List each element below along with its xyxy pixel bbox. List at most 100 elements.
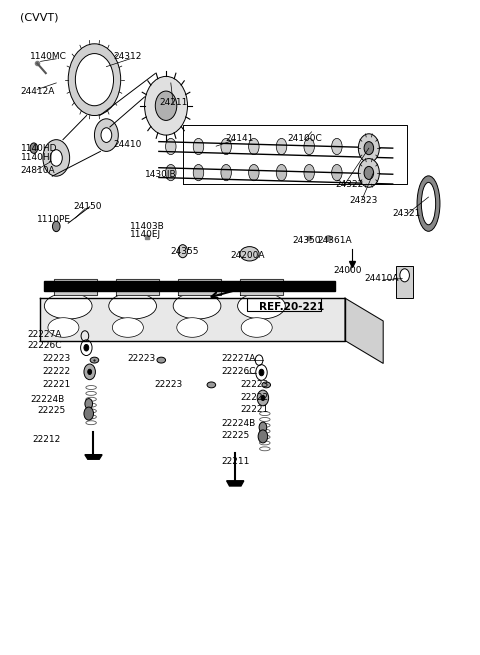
Text: 11403B: 11403B	[130, 222, 165, 231]
Ellipse shape	[166, 164, 176, 181]
Circle shape	[364, 141, 373, 155]
Text: 22223: 22223	[240, 380, 268, 389]
Text: 24810A: 24810A	[21, 166, 55, 176]
Text: 22222: 22222	[240, 393, 268, 402]
Ellipse shape	[44, 293, 92, 319]
Polygon shape	[39, 298, 345, 341]
Circle shape	[85, 399, 93, 409]
Ellipse shape	[240, 247, 259, 261]
Circle shape	[84, 407, 94, 420]
Bar	[247, 298, 321, 311]
Text: 24000: 24000	[333, 266, 361, 274]
Circle shape	[359, 159, 379, 187]
Circle shape	[43, 140, 70, 176]
Text: 1140HD: 1140HD	[21, 143, 57, 153]
Text: 1110PE: 1110PE	[37, 215, 71, 225]
Ellipse shape	[360, 138, 370, 155]
Bar	[396, 265, 413, 298]
Text: 24323: 24323	[350, 196, 378, 205]
Ellipse shape	[262, 382, 271, 388]
Circle shape	[257, 390, 269, 405]
Circle shape	[178, 245, 188, 257]
Polygon shape	[85, 455, 102, 459]
Ellipse shape	[360, 164, 370, 181]
Circle shape	[50, 150, 62, 166]
Ellipse shape	[109, 293, 156, 319]
Ellipse shape	[249, 138, 259, 155]
Text: 24321: 24321	[393, 209, 421, 218]
Ellipse shape	[112, 318, 144, 337]
Ellipse shape	[207, 382, 216, 388]
Polygon shape	[116, 278, 159, 295]
Text: 22225: 22225	[37, 406, 65, 415]
Circle shape	[400, 269, 409, 282]
Circle shape	[259, 369, 264, 376]
Ellipse shape	[221, 138, 231, 155]
Text: 22212: 22212	[33, 435, 60, 444]
Text: 22222: 22222	[42, 367, 70, 376]
Text: 24355: 24355	[171, 247, 199, 255]
Text: 24350: 24350	[292, 236, 321, 245]
Ellipse shape	[304, 164, 314, 181]
Circle shape	[84, 364, 96, 380]
Ellipse shape	[48, 318, 79, 337]
Text: 24322: 24322	[336, 179, 364, 189]
Text: REF.20-221: REF.20-221	[259, 302, 324, 312]
Polygon shape	[227, 481, 244, 486]
Text: 22221: 22221	[42, 380, 70, 389]
Text: 24361A: 24361A	[318, 236, 352, 245]
Text: 22221: 22221	[240, 405, 268, 413]
Ellipse shape	[276, 164, 287, 181]
Text: 22223: 22223	[128, 354, 156, 364]
Text: 22211: 22211	[221, 457, 249, 466]
Polygon shape	[54, 278, 97, 295]
Ellipse shape	[332, 138, 342, 155]
Polygon shape	[345, 298, 383, 364]
Ellipse shape	[238, 293, 285, 319]
Text: (CVVT): (CVVT)	[21, 12, 59, 23]
Polygon shape	[240, 278, 283, 295]
Text: 24412A: 24412A	[21, 87, 55, 96]
Circle shape	[68, 44, 120, 115]
Ellipse shape	[173, 293, 221, 319]
Text: 22226C: 22226C	[221, 367, 255, 376]
Ellipse shape	[421, 182, 436, 225]
Circle shape	[75, 54, 114, 105]
Text: 22227A: 22227A	[221, 354, 255, 364]
Circle shape	[261, 396, 265, 401]
Circle shape	[84, 345, 89, 351]
Text: 22226C: 22226C	[28, 341, 62, 350]
Text: 24211: 24211	[159, 98, 187, 107]
Text: 24312: 24312	[114, 52, 142, 62]
Circle shape	[52, 221, 60, 232]
Ellipse shape	[166, 138, 176, 155]
Ellipse shape	[249, 164, 259, 181]
Circle shape	[156, 91, 177, 121]
Circle shape	[88, 369, 92, 375]
Text: 1430JB: 1430JB	[144, 170, 176, 179]
Circle shape	[359, 134, 379, 162]
Text: 22224B: 22224B	[221, 419, 255, 428]
Ellipse shape	[193, 138, 204, 155]
Text: 24141: 24141	[226, 134, 254, 143]
Ellipse shape	[304, 138, 314, 155]
Circle shape	[364, 166, 373, 179]
Ellipse shape	[221, 164, 231, 181]
Polygon shape	[178, 278, 221, 295]
Text: 22225: 22225	[221, 430, 249, 440]
Ellipse shape	[157, 357, 166, 363]
Text: 22224B: 22224B	[30, 395, 64, 403]
Text: 22227A: 22227A	[28, 329, 62, 339]
Text: 1140MC: 1140MC	[30, 52, 67, 62]
Ellipse shape	[417, 176, 440, 231]
Polygon shape	[44, 280, 336, 291]
Ellipse shape	[332, 164, 342, 181]
Text: 24410: 24410	[114, 140, 142, 149]
Circle shape	[258, 430, 268, 443]
Text: 24200A: 24200A	[230, 252, 265, 260]
Text: 22223: 22223	[154, 380, 182, 389]
Text: 22223: 22223	[42, 354, 70, 364]
Text: 24410A: 24410A	[364, 274, 398, 283]
Ellipse shape	[193, 164, 204, 181]
Text: 1140HJ: 1140HJ	[21, 153, 53, 162]
